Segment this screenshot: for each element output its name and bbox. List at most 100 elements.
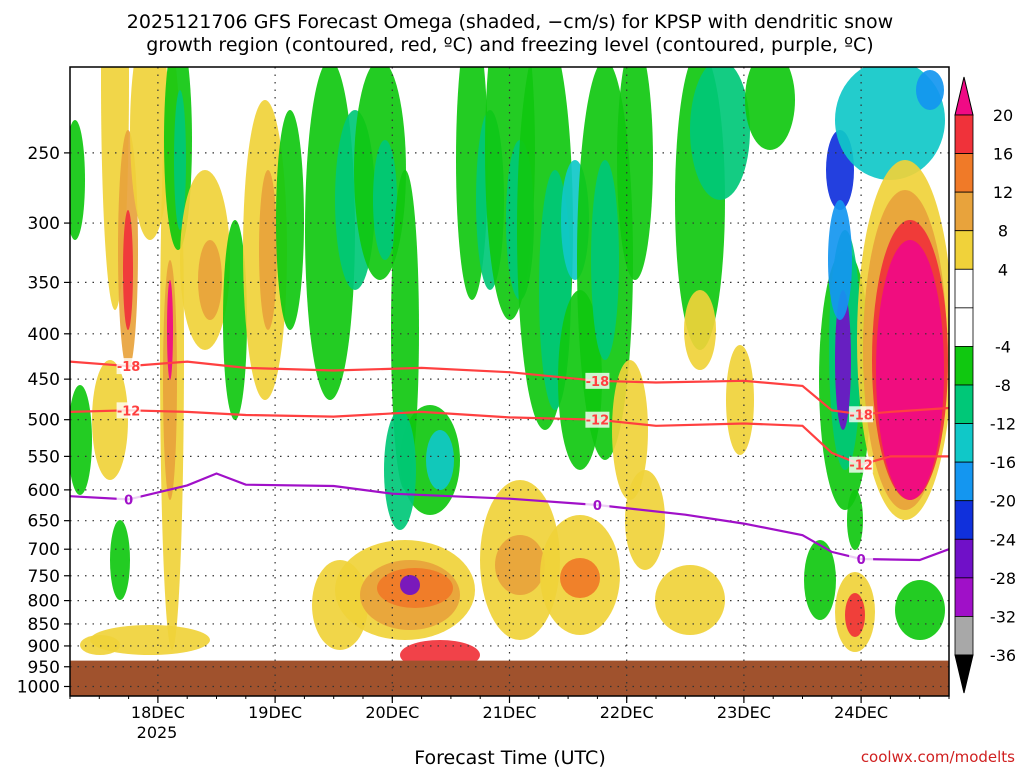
colorbar-tick-label: -20 [990,492,1016,511]
y-tick-label: 800 [28,592,60,612]
x-tick-label: 22DEC [600,703,654,722]
colorbar-tick-label: 20 [993,106,1013,125]
colorbar-band [954,346,974,386]
colorbar-band [954,538,974,579]
title-line-2: growth region (contoured, red, ºC) and f… [146,34,873,56]
colorbar-band [954,114,974,154]
colorbar-tick-label: 12 [993,183,1013,202]
y-tick-label: 900 [28,637,60,657]
x-tick-label: 23DEC [717,703,771,722]
contour-lines: -18 -18 -18 -12 -12 -12 0 0 0 [70,358,949,568]
y-tick-label: 500 [28,411,60,431]
y-tick-label: 600 [28,481,60,501]
y-tick-label: 250 [28,144,60,164]
x-tick-label: 18DEC [131,703,185,722]
omega-shading-region [560,558,600,598]
colorbar-tick-label: 16 [993,145,1013,164]
y-tick-label: 400 [28,325,60,345]
omega-shading-region [617,67,653,280]
omega-shading-region [110,520,130,600]
y-tick-label: 1000 [17,677,60,697]
x-tick-label: 20DEC [365,703,419,722]
omega-shading-region [373,140,397,260]
contour-label-bg [116,491,141,508]
colorbar-band [954,577,974,617]
title-line-1: 2025121706 GFS Forecast Omega (shaded, −… [127,11,893,33]
omega-shading-region [835,290,851,430]
omega-shading-region [70,120,85,240]
omega-shading-region [259,170,277,330]
colorbar-band [954,384,974,424]
colorbar-band [954,461,974,502]
y-tick-label: 300 [28,214,60,234]
colorbar-bottom-extension [954,654,974,694]
y-tick-label: 450 [28,370,60,390]
omega-shading-region [92,360,128,480]
contour-label-bg [116,358,141,375]
omega-shading-region [198,240,222,320]
y-tick-label: 750 [28,567,60,587]
chart-title: 2025121706 GFS Forecast Omega (shaded, −… [127,11,893,56]
omega-shading-region [174,90,186,230]
omega-shading-region [80,635,120,655]
y-axis: 2503003504004505005506006507007508008509… [17,144,70,697]
colorbar-band [954,230,974,270]
omega-shading-region [726,345,754,455]
colorbar-band [954,153,974,193]
contour-label: -12 [586,414,610,429]
omega-shading-region [426,430,454,490]
x-axis-year: 2025 [137,723,178,742]
omega-shading-region [916,70,944,110]
colorbar-tick-label: -16 [990,453,1016,472]
colorbar-tick-label: -8 [995,376,1011,395]
colorbar-top-extension [954,76,974,116]
omega-shading-region [276,110,304,330]
contour-label: -12 [117,404,141,419]
colorbar-band [954,500,974,540]
contour-label: 0 [124,493,133,508]
omega-shading-region [495,535,545,595]
y-tick-label: 700 [28,540,60,560]
plot-area: -18 -18 -18 -12 -12 -12 0 0 0 [70,67,949,696]
contour-label: -18 [849,408,873,423]
contour-label-bg [116,402,141,419]
colorbar-tick-label: -32 [990,607,1016,626]
colorbar-band [954,307,974,347]
colorbar-band [954,191,974,232]
colorbar-tick-label: 8 [998,222,1008,241]
omega-shading-region [876,240,944,500]
contour-label-bg [849,456,874,473]
y-tick-label: 550 [28,447,60,467]
contour-label: -12 [849,459,873,474]
contour-label-bg [585,372,610,389]
contour-label-bg [849,406,874,423]
colorbar-band [954,268,974,309]
colorbar-band [954,423,974,463]
omega-shading-region [625,470,665,570]
x-axis: 18DEC 19DEC 20DEC 21DEC 22DEC 23DEC 24DEC [69,696,950,722]
omega-shading-region [384,410,416,530]
omega-shading-region [400,575,420,595]
omega-shading-region [655,565,725,635]
contour-line [70,472,949,562]
y-tick-label: 950 [28,658,60,678]
colorbar-band [954,616,974,656]
contour-label: 0 [857,553,866,568]
colorbar-tick-label: -4 [995,337,1011,356]
colorbar-tick-label: -12 [990,415,1016,434]
colorbar-tick-label: -28 [990,569,1016,588]
contour-label-bg [585,411,610,428]
x-axis-label: Forecast Time (UTC) [414,747,605,768]
omega-shading-region [123,210,133,330]
credit-text: coolwx.com/modelts [861,748,1015,766]
omega-shading-region [167,280,173,380]
x-tick-label: 19DEC [248,703,302,722]
omega-shading-region [612,360,648,500]
omega-shading-region [690,67,750,200]
colorbar: 20 16 12 8 4 -4 -8 -12 -16 -20 -24 -28 -32 -36 [954,76,1016,694]
omega-shading-region [804,540,836,620]
contour-label: -18 [117,360,141,375]
y-tick-label: 350 [28,273,60,293]
contour-label: 0 [593,499,602,514]
y-tick-label: 850 [28,615,60,635]
